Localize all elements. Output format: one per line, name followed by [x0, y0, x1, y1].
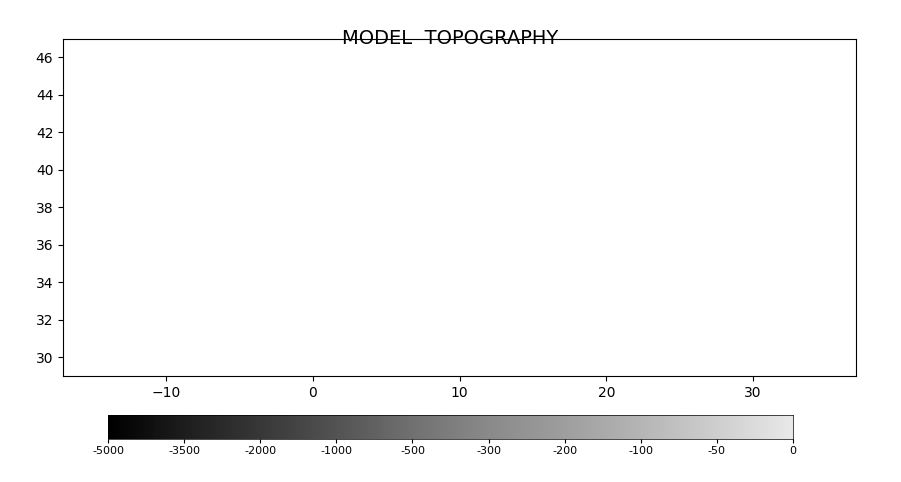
Text: MODEL  TOPOGRAPHY: MODEL TOPOGRAPHY	[342, 29, 559, 48]
